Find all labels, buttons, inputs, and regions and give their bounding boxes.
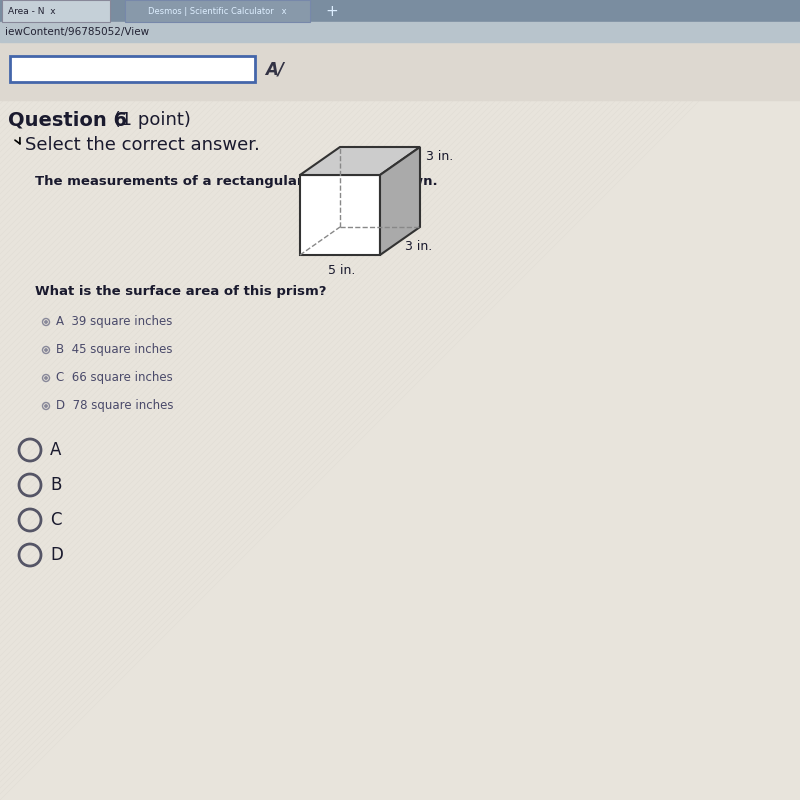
Text: C: C (50, 511, 62, 529)
Text: B  45 square inches: B 45 square inches (56, 343, 173, 357)
Polygon shape (2, 0, 110, 22)
Bar (0, 42, 800, 100)
Text: 3 in.: 3 in. (405, 239, 432, 253)
Text: iewContent/96785052/View: iewContent/96785052/View (5, 27, 149, 37)
Text: Select the correct answer.: Select the correct answer. (25, 136, 260, 154)
Text: A/: A/ (265, 60, 284, 78)
Text: A  39 square inches: A 39 square inches (56, 315, 172, 329)
Text: 5 in.: 5 in. (328, 265, 355, 278)
Text: A: A (50, 441, 62, 459)
Circle shape (45, 321, 47, 323)
Polygon shape (300, 147, 420, 175)
Bar (0, 0, 800, 22)
Polygon shape (125, 0, 310, 22)
Text: +: + (325, 3, 338, 18)
Text: Desmos | Scientific Calculator   x: Desmos | Scientific Calculator x (148, 6, 286, 15)
Text: (1 point): (1 point) (108, 111, 191, 129)
Circle shape (45, 377, 47, 379)
Text: 3 in.: 3 in. (426, 150, 454, 162)
Text: The measurements of a rectangular prism are shown.: The measurements of a rectangular prism … (35, 175, 438, 189)
Text: Area - N  x: Area - N x (8, 6, 56, 15)
Polygon shape (380, 147, 420, 255)
Text: B: B (50, 476, 62, 494)
Text: D  78 square inches: D 78 square inches (56, 399, 174, 413)
Text: What is the surface area of this prism?: What is the surface area of this prism? (35, 286, 326, 298)
Bar (10, 56, 255, 82)
Circle shape (45, 405, 47, 407)
Circle shape (45, 349, 47, 351)
Text: Question 6: Question 6 (8, 110, 127, 130)
Text: C  66 square inches: C 66 square inches (56, 371, 173, 385)
Bar (0, 22, 800, 42)
Polygon shape (300, 175, 380, 255)
Text: D: D (50, 546, 63, 564)
